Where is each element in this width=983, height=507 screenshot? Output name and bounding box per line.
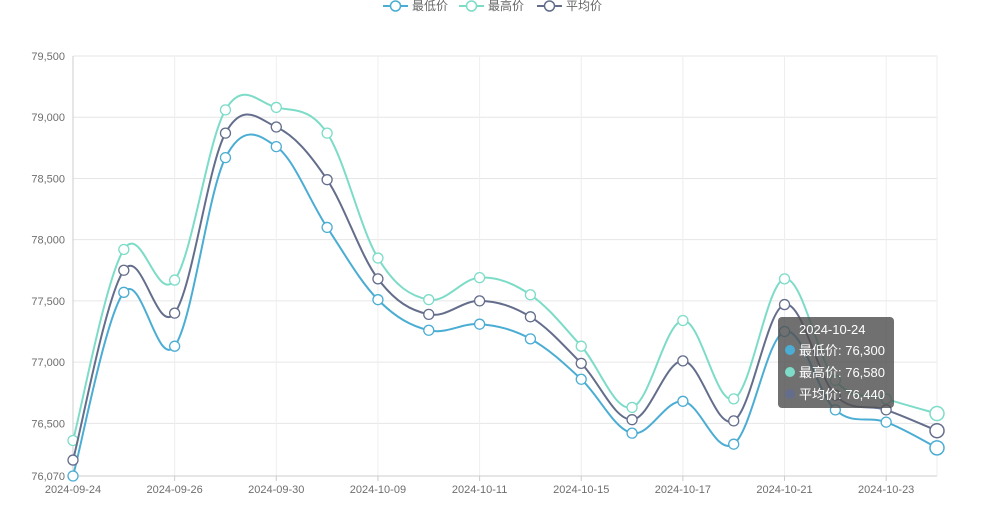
grid [72,55,937,477]
y-tick-label: 78,500 [31,173,65,185]
y-tick-label: 79,500 [31,51,65,63]
data-point [778,273,791,285]
data-point [524,333,537,345]
data-point [118,264,130,276]
y-tick-label: 76,500 [31,418,65,430]
data-point [168,307,181,319]
legend-label: 最高价 [488,0,524,13]
data-point [321,221,333,234]
data-point [524,311,537,323]
x-tick-label: 2024-10-09 [350,484,406,496]
tooltip-max-label: 最高价: 76,580 [799,365,885,380]
legend-marker [543,0,556,12]
data-point [575,373,587,385]
x-tick-label: 2024-10-11 [452,484,507,496]
data-point [677,314,689,327]
legend-item-1[interactable]: 最高价 [459,0,524,13]
data-point [423,294,435,306]
data-point [575,357,587,369]
data-point [880,416,892,428]
data-point [168,274,181,286]
data-point [473,271,486,284]
legend-marker [389,0,402,12]
tooltip: 2024-10-24 最低价: 76,300 最高价: 76,580 平均价: … [778,317,894,408]
data-point [778,298,791,311]
data-point [728,415,740,427]
data-point [270,121,282,133]
tooltip-dot-max [785,366,795,377]
legend-marker [465,0,478,12]
legend-item-0[interactable]: 最低价 [383,0,448,13]
data-point [118,243,130,256]
data-point [626,401,638,414]
legend-label: 平均价 [566,0,602,13]
legend[interactable]: 最低价 最高价 平均价 [383,0,602,13]
legend-item-2[interactable]: 平均价 [537,0,602,13]
x-tick-label: 2024-10-15 [553,484,609,496]
x-tick-label: 2024-10-17 [655,484,711,496]
data-point [168,340,181,352]
data-point [929,422,945,439]
data-point [423,324,435,336]
data-point [219,151,232,164]
data-point [575,340,587,352]
data-point [423,308,435,321]
y-tick-label: 77,500 [31,296,65,308]
x-tick-label: 2024-09-26 [147,484,203,496]
data-point [321,127,333,139]
tooltip-min-label: 最低价: 76,300 [799,343,885,358]
data-point [929,405,945,422]
tooltip-dot-avg [785,388,795,399]
data-point [372,273,384,285]
legend-label: 最低价 [412,0,448,13]
x-tick-label: 2024-09-24 [45,484,101,496]
data-point [67,454,79,466]
data-point [677,355,689,367]
data-point [67,470,79,482]
data-point [372,252,384,264]
series-2 [67,113,945,466]
y-tick-label: 79,000 [31,112,65,124]
data-point [626,427,638,439]
data-point [219,104,232,116]
data-point [473,318,486,330]
data-point [219,127,232,139]
data-point [118,286,130,298]
tooltip-date: 2024-10-24 [799,322,866,337]
series-0 [67,133,945,482]
y-tick-label: 77,000 [31,357,65,369]
y-tick-label: 78,000 [31,235,65,247]
data-point [473,295,486,307]
data-point [270,101,282,114]
tooltip-dot-min [785,344,795,355]
data-point [524,289,537,301]
data-point [728,438,740,450]
tooltip-row-max: 最高价: 76,580 [785,362,887,381]
tooltip-avg-label: 平均价: 76,440 [799,387,885,402]
data-point [321,174,333,186]
data-point [929,440,945,456]
data-point [372,294,384,306]
y-tick-label: 76,070 [31,471,65,483]
x-tick-label: 2024-09-30 [248,484,304,496]
data-point [270,140,282,153]
data-point [728,393,740,405]
tooltip-row-min: 最低价: 76,300 [785,340,887,359]
data-point [626,414,638,426]
x-tick-label: 2024-10-23 [858,484,914,496]
series-line [72,113,938,461]
tooltip-row-avg: 平均价: 76,440 [785,384,887,403]
x-tick-label: 2024-10-21 [756,484,812,496]
data-point [677,395,689,407]
axes: 76,070 76,500 77,000 77,500 78,000 78,500 79,0… [31,51,938,496]
